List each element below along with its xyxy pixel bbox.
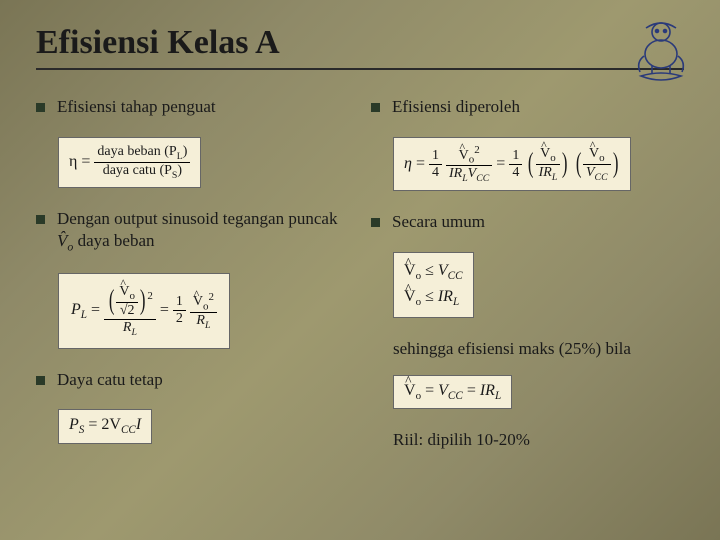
- formula-eta-result: η = 14 Vo2IRLVCC = 14 (VoIRL) (VoVCC): [393, 137, 631, 191]
- bullet-left-1: Efisiensi tahap penguat: [36, 96, 349, 119]
- bullet-icon: [36, 376, 45, 385]
- formula-power-supply: PS = 2VCCI: [58, 409, 152, 443]
- text-max-eff: sehingga efisiensi maks (25%) bila: [393, 338, 684, 361]
- institution-logo: [626, 14, 696, 84]
- bullet-text: Secara umum: [392, 211, 485, 234]
- title-underline: [36, 68, 684, 70]
- bullet-icon: [371, 218, 380, 227]
- slide-title: Efisiensi Kelas A: [36, 24, 684, 62]
- content-columns: Efisiensi tahap penguat η = daya beban (…: [36, 96, 684, 464]
- formula-eta-definition: η = daya beban (PL) daya catu (PS): [58, 137, 201, 188]
- bullet-text: Daya catu tetap: [57, 369, 163, 392]
- bullet-text: Efisiensi tahap penguat: [57, 96, 216, 119]
- bullet-text: Efisiensi diperoleh: [392, 96, 520, 119]
- right-column: Efisiensi diperoleh η = 14 Vo2IRLVCC = 1…: [371, 96, 684, 464]
- text-real-choice: Riil: dipilih 10-20%: [393, 429, 684, 452]
- bullet-left-2: Dengan output sinusoid tegangan puncak V…: [36, 208, 349, 255]
- bullet-icon: [371, 103, 380, 112]
- formula-power-load: PL = (Vo√2)2 RL = 12 Vo2RL: [58, 273, 230, 349]
- bullet-right-1: Efisiensi diperoleh: [371, 96, 684, 119]
- bullet-icon: [36, 103, 45, 112]
- left-column: Efisiensi tahap penguat η = daya beban (…: [36, 96, 349, 464]
- bullet-right-2: Secara umum: [371, 211, 684, 234]
- bullet-text: Dengan output sinusoid tegangan puncak V…: [57, 208, 349, 255]
- formula-general-limits: Vo ≤ VCC Vo ≤ IRL: [393, 252, 474, 318]
- formula-max-condition: Vo = VCC = IRL: [393, 375, 512, 409]
- bullet-icon: [36, 215, 45, 224]
- bullet-left-3: Daya catu tetap: [36, 369, 349, 392]
